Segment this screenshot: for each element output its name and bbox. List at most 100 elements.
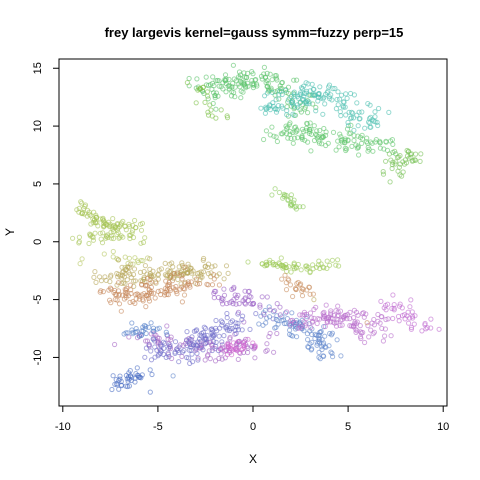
data-point	[377, 145, 383, 151]
data-point	[164, 332, 170, 338]
data-point	[436, 326, 442, 332]
data-point	[88, 213, 94, 219]
data-point	[272, 308, 278, 314]
data-point	[351, 307, 357, 313]
data-point	[264, 78, 270, 84]
data-point	[221, 276, 227, 282]
data-point	[300, 86, 306, 92]
data-point	[108, 233, 115, 239]
data-point	[100, 289, 107, 295]
data-point	[358, 330, 365, 336]
data-point	[200, 84, 206, 90]
data-point	[193, 276, 199, 282]
data-point	[91, 274, 97, 280]
data-point	[264, 262, 270, 268]
data-point	[144, 282, 150, 288]
data-point	[132, 255, 138, 261]
data-point	[262, 263, 268, 269]
data-point	[231, 76, 237, 82]
data-point	[221, 286, 227, 292]
data-point	[218, 107, 224, 113]
data-point	[395, 313, 402, 320]
data-point	[318, 261, 324, 267]
data-point	[378, 298, 384, 304]
data-point	[188, 268, 194, 274]
data-point	[143, 345, 149, 351]
data-point	[117, 234, 123, 240]
data-point	[377, 138, 383, 144]
data-point	[150, 336, 156, 342]
data-point	[128, 290, 134, 297]
data-point	[233, 301, 239, 307]
data-point	[365, 140, 371, 146]
data-point	[241, 342, 247, 348]
data-point	[283, 123, 289, 129]
data-point	[300, 286, 306, 292]
data-point	[407, 304, 413, 310]
data-point	[349, 109, 355, 115]
data-point	[291, 77, 297, 83]
data-point	[241, 344, 247, 350]
data-point	[179, 260, 185, 266]
data-point	[302, 137, 308, 143]
data-point	[201, 324, 207, 330]
data-point	[221, 333, 227, 339]
data-point	[365, 148, 371, 154]
data-point	[261, 136, 267, 143]
data-point	[236, 74, 242, 80]
data-point	[198, 274, 204, 280]
data-point	[204, 89, 210, 95]
data-point	[219, 339, 225, 345]
data-point	[227, 336, 233, 342]
data-point	[372, 109, 378, 115]
data-point	[235, 356, 241, 362]
data-point	[411, 321, 417, 327]
data-point	[335, 257, 341, 263]
data-point	[184, 354, 190, 361]
data-point	[237, 84, 243, 90]
data-point	[266, 314, 273, 320]
data-point	[370, 148, 376, 154]
data-point	[225, 343, 231, 349]
data-point	[184, 329, 190, 335]
data-point	[297, 100, 303, 106]
data-point	[319, 346, 325, 353]
data-point	[134, 365, 140, 371]
data-point	[298, 267, 304, 273]
data-point	[212, 263, 218, 269]
data-point	[238, 95, 244, 101]
data-point	[375, 318, 381, 324]
data-point	[292, 204, 298, 210]
data-point	[267, 107, 273, 113]
data-point	[205, 109, 211, 115]
data-point	[263, 128, 269, 134]
data-point	[274, 330, 280, 337]
data-point	[236, 69, 243, 75]
data-point	[165, 350, 171, 356]
data-point	[284, 112, 290, 118]
data-point	[262, 110, 268, 116]
data-point	[223, 263, 230, 269]
data-point	[316, 316, 323, 322]
data-point	[209, 347, 215, 354]
data-point	[187, 265, 194, 272]
data-point	[181, 292, 188, 298]
data-point	[321, 265, 327, 271]
data-point	[320, 96, 326, 102]
data-point	[114, 382, 120, 388]
data-point	[229, 84, 235, 90]
data-point	[284, 125, 290, 132]
data-point	[317, 127, 323, 134]
data-point	[167, 343, 173, 350]
data-point	[245, 298, 251, 304]
data-point	[307, 120, 313, 126]
data-point	[79, 256, 85, 262]
data-point	[309, 81, 315, 87]
data-point	[342, 145, 348, 151]
data-point	[295, 104, 301, 110]
data-point	[101, 223, 107, 229]
data-point	[317, 84, 323, 90]
data-point	[138, 227, 145, 233]
data-point	[117, 376, 123, 382]
data-point	[210, 327, 216, 333]
